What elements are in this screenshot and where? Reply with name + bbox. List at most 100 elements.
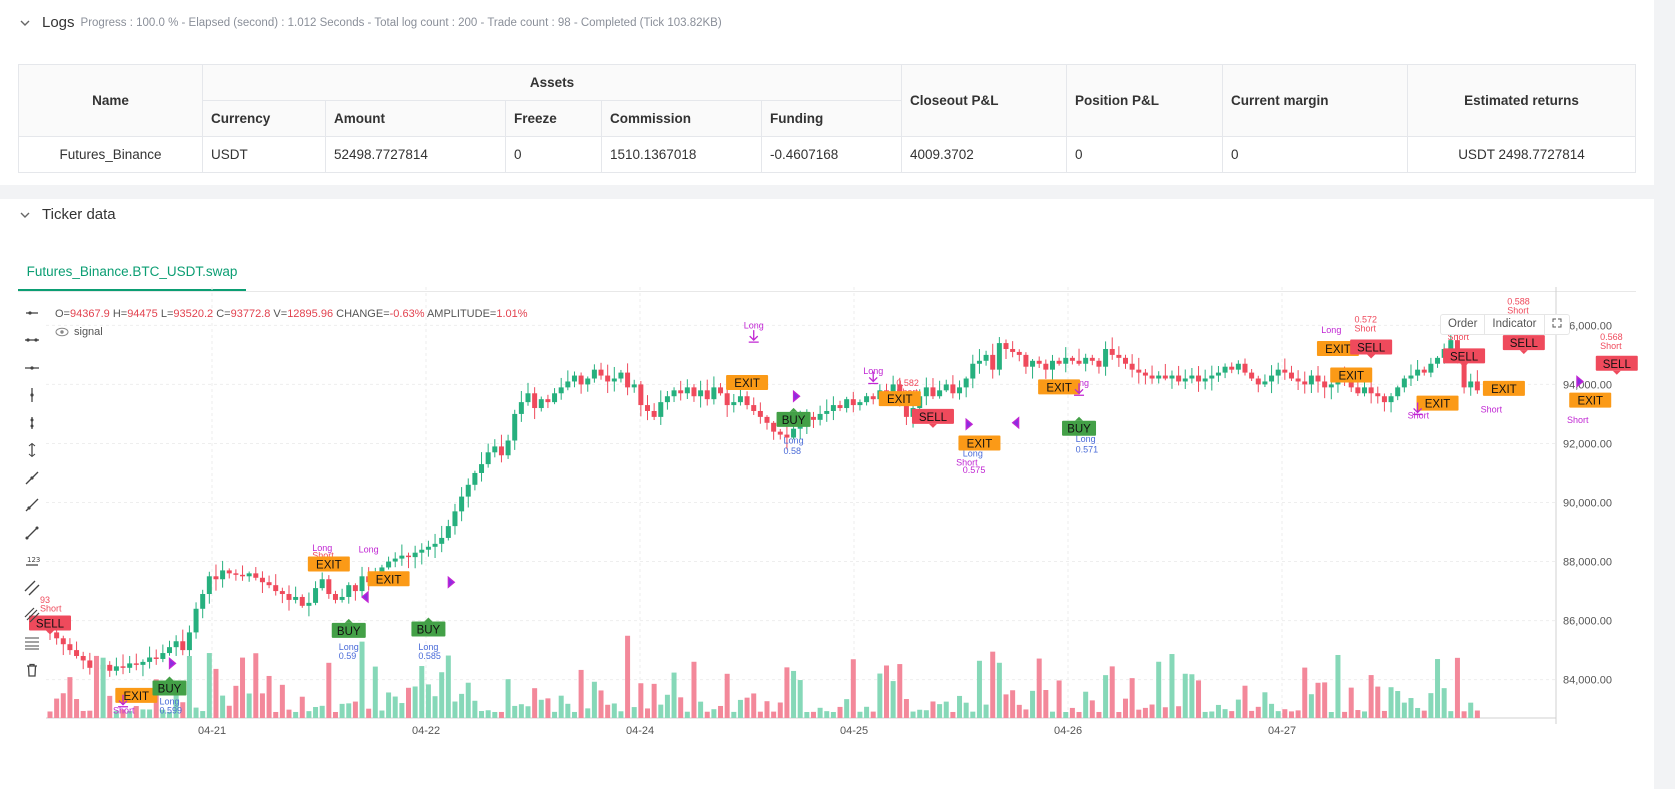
price-range-icon[interactable]: [18, 437, 46, 465]
candlestick-chart[interactable]: 96,000.00 94,000.00 92,000.00 90,000.00 88,0…: [0, 199, 1654, 789]
trend-line-icon[interactable]: [18, 464, 46, 492]
volume-bar: [1474, 710, 1480, 718]
ticker-title: Ticker data: [42, 206, 116, 223]
volume-bar: [47, 711, 53, 718]
candle: [671, 390, 677, 397]
volume-bar: [113, 710, 119, 718]
signal-note: Long: [312, 543, 332, 553]
cell-name: Futures_Binance: [18, 136, 203, 173]
volume-bar: [1328, 711, 1334, 718]
candle: [970, 363, 976, 379]
horizontal-ray-icon[interactable]: [18, 299, 46, 327]
candle: [1381, 396, 1387, 403]
parallel-channel-icon[interactable]: [18, 574, 46, 602]
ohlc-readout: O=94367.9 H=94475 L=93520.2 C=93772.8 V=…: [55, 308, 528, 320]
candle: [459, 496, 465, 512]
candle: [485, 452, 491, 465]
vertical-line-icon[interactable]: [18, 382, 46, 410]
fib-retracement-icon[interactable]: [18, 629, 46, 657]
trade-marker: [118, 694, 129, 708]
signal-label-box: [115, 687, 158, 703]
candle: [253, 573, 259, 578]
indicator-button[interactable]: Indicator: [1485, 315, 1545, 334]
price-label-icon[interactable]: 123: [18, 547, 46, 575]
volume-bar: [578, 669, 584, 718]
volume-bar: [1401, 702, 1407, 718]
candle: [791, 428, 797, 438]
tab-btc-usdt-swap[interactable]: Futures_Binance.BTC_USDT.swap: [18, 254, 246, 291]
eye-icon[interactable]: [55, 327, 69, 337]
horizontal-line-icon[interactable]: [18, 327, 46, 355]
candle: [645, 405, 650, 411]
candle: [751, 405, 757, 411]
header-commission: Commission: [601, 100, 762, 137]
candle: [757, 410, 763, 417]
signal-legend[interactable]: signal: [55, 326, 103, 338]
candle: [1262, 381, 1268, 385]
volume-bar: [751, 693, 757, 718]
volume-bar: [127, 711, 133, 718]
volume-bar: [206, 653, 212, 718]
candle: [313, 588, 319, 603]
x-tick-label: 04-25: [840, 725, 868, 737]
fullscreen-icon[interactable]: [1545, 315, 1569, 334]
candle: [1375, 393, 1381, 397]
volume-bar: [1116, 711, 1122, 718]
signal-note: 93: [40, 595, 50, 605]
candle: [346, 585, 352, 597]
cell-funding: -0.4607168: [761, 136, 902, 173]
fib-channel-icon[interactable]: [18, 602, 46, 630]
logs-header[interactable]: Logs Progress : 100.0 % - Elapsed (secon…: [18, 14, 722, 31]
ticker-panel: Ticker data Futures_Binance.BTC_USDT.swa…: [0, 199, 1654, 789]
header-margin: Current margin: [1222, 64, 1408, 137]
signal-label-text: BUY: [1067, 424, 1091, 436]
trade-marker: [447, 575, 456, 589]
signal-note: Long: [160, 697, 180, 707]
signal-pointer: [928, 423, 937, 428]
volume-bar: [1421, 710, 1427, 718]
candle: [1156, 375, 1162, 379]
volume-bar: [372, 666, 378, 718]
volume-bar: [884, 665, 889, 718]
order-button[interactable]: Order: [1441, 315, 1486, 334]
c-label: C=: [216, 308, 231, 320]
volume-bar: [359, 641, 365, 718]
candle: [286, 594, 292, 600]
candle: [957, 387, 963, 394]
signal-pointer: [344, 618, 353, 623]
candle: [1215, 372, 1221, 376]
candle: [963, 378, 969, 388]
chevron-down-icon[interactable]: [18, 16, 32, 30]
candle: [512, 413, 518, 441]
volume-bar: [844, 699, 850, 718]
volume-bar: [1388, 687, 1394, 718]
chevron-down-icon[interactable]: [18, 208, 32, 222]
signal-label-box: [1330, 367, 1373, 383]
signal-label-text: EXIT: [1338, 371, 1364, 383]
volume-bar: [943, 701, 949, 718]
volume-bar: [771, 711, 777, 718]
volume-bar: [1342, 711, 1348, 718]
segment-line-icon[interactable]: [18, 519, 46, 547]
ray-line-icon[interactable]: [18, 492, 46, 520]
trash-icon[interactable]: [18, 657, 46, 685]
candle: [445, 526, 451, 538]
volume-bar: [1036, 658, 1042, 718]
signal-note: Long: [418, 642, 438, 652]
ticker-header[interactable]: Ticker data: [18, 206, 116, 223]
candle: [1103, 348, 1109, 367]
vertical-segment-icon[interactable]: [18, 409, 46, 437]
extended-line-icon[interactable]: [18, 354, 46, 382]
candle: [678, 390, 684, 394]
candle: [1275, 369, 1281, 376]
signal-label-box: [1482, 380, 1525, 396]
signal-note: Long: [339, 642, 359, 652]
signal-label-text: SELL: [1510, 338, 1539, 350]
volume-bar: [1461, 711, 1467, 718]
candle: [1142, 372, 1148, 376]
volume-bar: [147, 709, 153, 718]
volume-bar: [611, 703, 617, 718]
signal-pointer: [165, 676, 174, 681]
signal-label-text: EXIT: [1577, 396, 1603, 408]
trade-marker: [1011, 416, 1020, 430]
